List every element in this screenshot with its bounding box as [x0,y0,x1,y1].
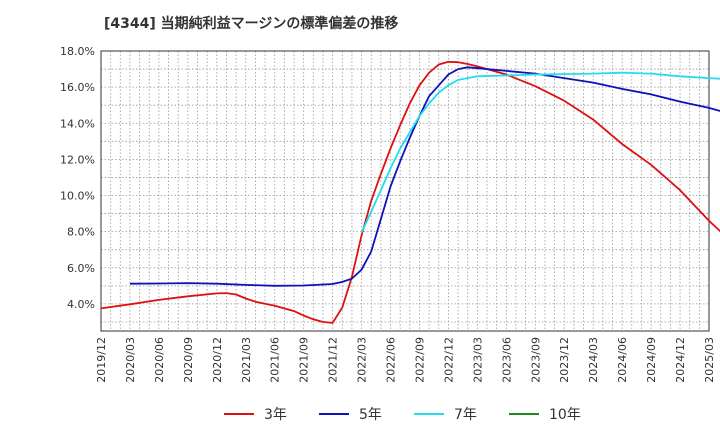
x-tick-label: 2020/03 [124,337,137,383]
y-tick-label: 18.0% [60,45,95,58]
x-tick-label: 2022/06 [385,337,398,383]
x-tick-label: 2020/06 [153,337,166,383]
y-tick-label: 14.0% [60,117,95,130]
x-tick-label: 2021/06 [269,337,282,383]
series-line [100,60,720,324]
x-tick-label: 2020/09 [182,337,195,383]
legend-label: 7年 [454,407,477,423]
x-tick-label: 2022/03 [356,337,369,383]
x-tick-label: 2019/12 [95,337,108,383]
x-tick-label: 2023/09 [529,337,542,383]
legend-label: 5年 [359,407,382,423]
x-tick-label: 2025/03 [703,337,716,383]
x-tick-label: 2022/12 [442,337,455,383]
y-tick-label: 12.0% [60,153,95,166]
x-tick-label: 2024/03 [587,337,600,383]
y-tick-label: 4.0% [67,298,95,311]
y-tick-label: 16.0% [60,81,95,94]
plot-area [101,51,709,331]
x-tick-label: 2023/12 [558,337,571,383]
x-tick-label: 2021/03 [240,337,253,383]
x-tick-label: 2024/09 [645,337,658,383]
x-tick-label: 2023/06 [500,337,513,383]
plot-frame [100,50,710,332]
legend-label: 10年 [549,407,581,423]
series-line [129,66,720,287]
x-tick-label: 2020/12 [211,337,224,383]
y-tick-label: 6.0% [67,262,95,275]
y-tick-label: 8.0% [67,226,95,239]
x-tick-label: 2022/09 [413,337,426,383]
x-tick-label: 2021/12 [327,337,340,383]
x-tick-label: 2024/06 [616,337,629,383]
legend-label: 3年 [264,407,287,423]
x-tick-label: 2024/12 [674,337,687,383]
y-tick-label: 10.0% [60,190,95,203]
x-tick-label: 2023/03 [471,337,484,383]
x-tick-label: 2021/09 [298,337,311,383]
chart-title: [4344] 当期純利益マージンの標準偏差の推移 [104,16,399,32]
series-line [360,71,720,233]
